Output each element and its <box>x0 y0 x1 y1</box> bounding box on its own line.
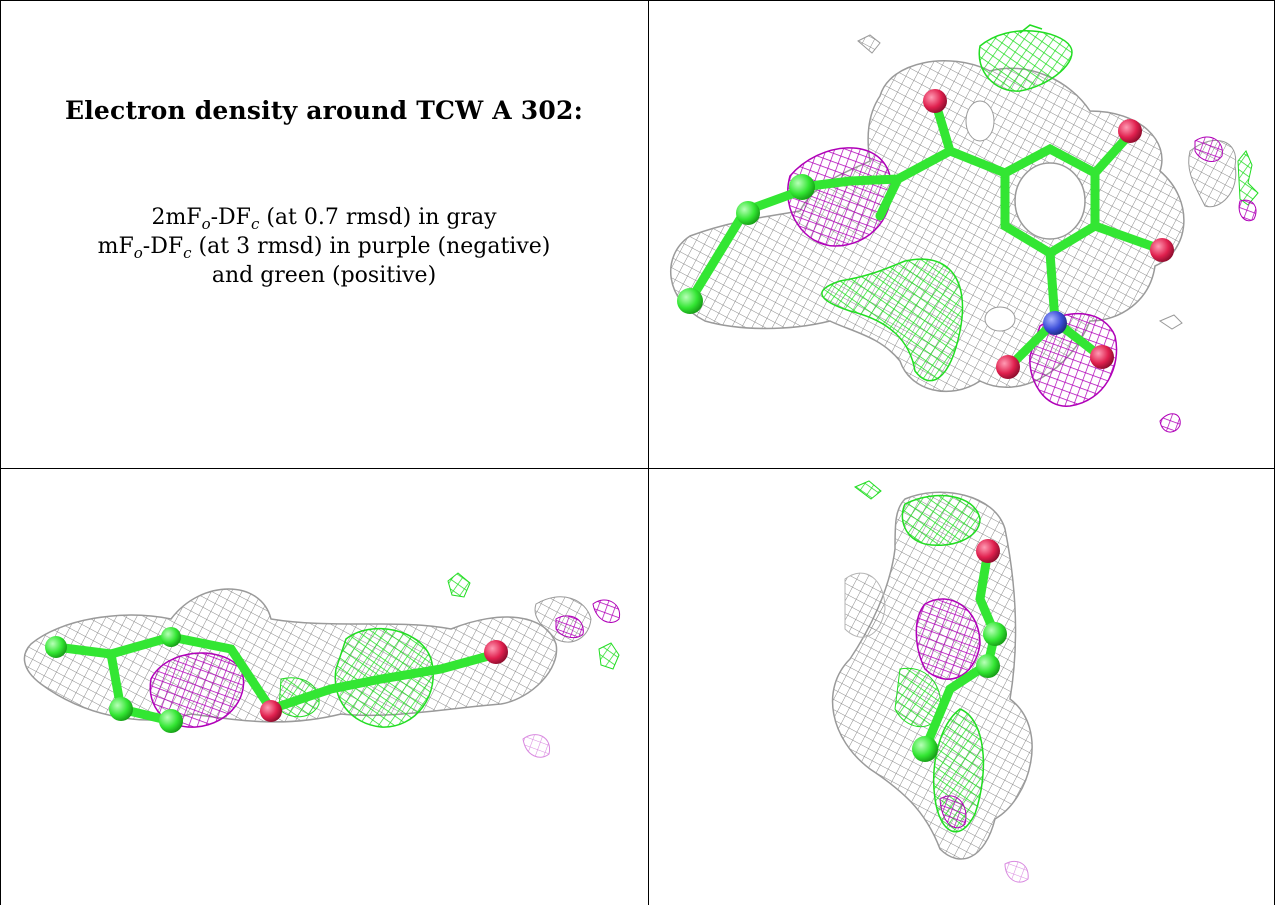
carbon-atom <box>976 654 1000 678</box>
map-fofc-positive <box>901 494 981 546</box>
side-view-render <box>23 572 621 758</box>
table-border-left <box>0 0 1 905</box>
map-fofc-positive <box>978 30 1073 92</box>
oxygen-atom <box>996 355 1020 379</box>
map-fofc-negative <box>1238 199 1257 222</box>
caption-title: Electron density around TCW A 302: <box>64 96 584 125</box>
density-view-side <box>1 469 648 905</box>
map-fofc-negative <box>555 615 584 639</box>
carbon-atom <box>109 697 133 721</box>
map-fofc-positive <box>854 480 882 500</box>
map-fofc-negative <box>1159 413 1181 433</box>
front-view-render <box>669 24 1259 433</box>
map-fofc-positive <box>821 258 964 382</box>
end-view-render <box>831 480 1033 883</box>
caption-cell: Electron density around TCW A 302: 2mFo-… <box>0 0 648 468</box>
map-fofc-negative <box>592 599 621 623</box>
map-2fofc-fragment <box>857 34 881 54</box>
oxygen-atom <box>484 640 508 664</box>
oxygen-atom <box>1118 119 1142 143</box>
oxygen-atom <box>260 700 282 722</box>
map-2fofc-fragment <box>844 572 886 638</box>
ligand-bonds <box>685 96 1165 371</box>
map-fofc-negative <box>1194 136 1223 162</box>
map-fofc-negative <box>939 795 967 829</box>
carbon-atom <box>159 709 183 733</box>
density-gap <box>984 306 1016 332</box>
map-fofc-positive <box>1237 150 1259 206</box>
oxygen-atom <box>1150 238 1174 262</box>
map-fofc-positive <box>598 642 620 670</box>
oxygen-atom <box>1090 345 1114 369</box>
table-divider-horizontal <box>0 468 1275 469</box>
carbon-atom <box>161 627 181 647</box>
table-divider-vertical <box>648 0 649 905</box>
density-view-end <box>650 469 1274 905</box>
map-2fofc-fragment <box>1158 314 1183 330</box>
caption-legend: 2mFo-DFc (at 0.7 rmsd) in gray mFo-DFc (… <box>0 203 648 290</box>
map-fofc-positive <box>447 572 471 598</box>
carbon-atom <box>789 174 815 200</box>
carbon-atom <box>677 288 703 314</box>
map-fofc-negative <box>915 598 981 680</box>
map-fofc-negative-faint <box>1004 860 1029 883</box>
ligand-bonds <box>920 546 1000 754</box>
density-view-front <box>650 1 1274 468</box>
nitrogen-atom <box>1043 311 1067 335</box>
carbon-atom <box>983 622 1007 646</box>
map-fofc-positive <box>1019 24 1043 34</box>
carbon-atom <box>736 201 760 225</box>
map-fofc-negative <box>1029 312 1118 407</box>
carbon-atom <box>912 736 938 762</box>
table-border-top <box>0 0 1275 1</box>
density-gap <box>965 100 995 142</box>
legend-line-colors: and green (positive) <box>211 263 437 288</box>
oxygen-atom <box>976 539 1000 563</box>
carbon-atom <box>45 636 67 658</box>
oxygen-atom <box>923 89 947 113</box>
legend-line-2fofc: 2mFo-DFc (at 0.7 rmsd) in gray <box>151 205 497 233</box>
ring-hole <box>1014 162 1086 240</box>
legend-line-fofc: mFo-DFc (at 3 rmsd) in purple (negative) <box>97 234 551 262</box>
map-fofc-negative-faint <box>522 734 551 758</box>
